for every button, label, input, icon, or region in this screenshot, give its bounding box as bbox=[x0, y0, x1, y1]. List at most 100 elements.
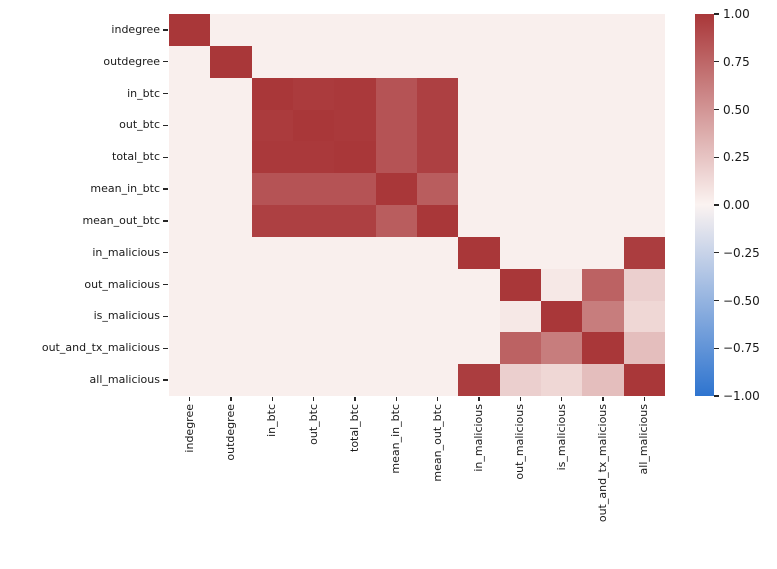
y-tick-label: out_btc bbox=[119, 118, 160, 132]
x-tick-label: out_btc bbox=[306, 404, 320, 445]
heatmap-cell bbox=[251, 236, 293, 269]
heatmap-cell bbox=[210, 332, 252, 365]
heatmap-cell bbox=[623, 45, 665, 78]
y-tick-label: total_btc bbox=[112, 150, 160, 164]
colorbar-tick-label: 0.00 bbox=[723, 198, 750, 212]
heatmap-cell bbox=[375, 300, 417, 333]
heatmap-cell bbox=[499, 332, 541, 365]
heatmap-cell bbox=[292, 173, 335, 205]
heatmap-cell bbox=[375, 268, 417, 301]
x-tick-label: out_and_tx_malicious bbox=[596, 404, 609, 523]
heatmap-cell bbox=[375, 77, 417, 110]
colorbar-tick-mark bbox=[714, 395, 719, 397]
heatmap-cell bbox=[540, 45, 583, 78]
heatmap-cell bbox=[210, 268, 252, 301]
heatmap-cell bbox=[375, 141, 417, 174]
heatmap-cell bbox=[623, 332, 665, 365]
heatmap-cell bbox=[292, 205, 335, 237]
heatmap-cell bbox=[210, 109, 252, 142]
y-tick-label: mean_in_btc bbox=[90, 182, 160, 196]
heatmap-cell bbox=[458, 173, 500, 205]
heatmap-cell bbox=[169, 77, 211, 110]
heatmap-cell bbox=[458, 205, 500, 237]
heatmap-cell bbox=[210, 14, 252, 46]
heatmap-cell bbox=[292, 109, 335, 142]
heatmap-cell bbox=[458, 364, 500, 396]
colorbar-gradient bbox=[695, 14, 714, 396]
y-tick-label: out_and_tx_malicious bbox=[41, 341, 160, 355]
heatmap-cell bbox=[334, 364, 376, 396]
heatmap-cell bbox=[416, 141, 459, 174]
y-tick-mark bbox=[163, 188, 168, 190]
y-tick-label: in_malicious bbox=[92, 245, 160, 259]
heatmap-cell bbox=[292, 300, 335, 333]
heatmap-cell bbox=[334, 268, 376, 301]
heatmap-cell bbox=[499, 205, 541, 237]
heatmap-cell bbox=[458, 268, 500, 301]
heatmap-cell bbox=[623, 205, 665, 237]
x-tick-label: is_malicious bbox=[554, 404, 568, 471]
heatmap-cell bbox=[623, 236, 665, 269]
heatmap-cell bbox=[292, 364, 335, 396]
x-tick-label: in_btc bbox=[265, 404, 279, 437]
heatmap-cell bbox=[375, 45, 417, 78]
heatmap-cell bbox=[416, 268, 459, 301]
heatmap-cell bbox=[458, 109, 500, 142]
heatmap-cell bbox=[334, 332, 376, 365]
colorbar-tick-label: 1.00 bbox=[723, 7, 750, 21]
heatmap-cell bbox=[540, 300, 583, 333]
heatmap-cell bbox=[458, 14, 500, 46]
heatmap-cell bbox=[210, 45, 252, 78]
heatmap-cell bbox=[169, 14, 211, 46]
heatmap-cell bbox=[210, 300, 252, 333]
heatmap-cell bbox=[416, 236, 459, 269]
heatmap-cell bbox=[582, 109, 624, 142]
x-tick-mark bbox=[602, 396, 604, 401]
heatmap-cell bbox=[458, 141, 500, 174]
heatmap-cell bbox=[169, 205, 211, 237]
heatmap-cell bbox=[623, 173, 665, 205]
heatmap-cell bbox=[540, 141, 583, 174]
colorbar-tick-label: 0.25 bbox=[723, 150, 750, 165]
heatmap-cell bbox=[623, 14, 665, 46]
heatmap-cell bbox=[582, 300, 624, 333]
heatmap-cell bbox=[210, 364, 252, 396]
heatmap-cell bbox=[251, 332, 293, 365]
x-tick-mark bbox=[313, 396, 315, 401]
y-tick-label: out_malicious bbox=[84, 277, 160, 291]
heatmap-cell bbox=[169, 364, 211, 396]
heatmap-cell bbox=[334, 77, 376, 110]
heatmap-cell bbox=[251, 364, 293, 396]
heatmap-cell bbox=[210, 205, 252, 237]
heatmap-cell bbox=[375, 173, 417, 205]
heatmap-cell bbox=[334, 236, 376, 269]
heatmap-cell bbox=[499, 45, 541, 78]
heatmap-cell bbox=[251, 173, 293, 205]
heatmap-cell bbox=[334, 45, 376, 78]
x-tick-mark bbox=[395, 396, 397, 401]
heatmap-cell bbox=[375, 205, 417, 237]
heatmap-cell bbox=[334, 173, 376, 205]
heatmap-cell bbox=[582, 77, 624, 110]
heatmap-cell bbox=[169, 173, 211, 205]
heatmap-cell bbox=[540, 364, 583, 396]
heatmap-cell bbox=[582, 268, 624, 301]
heatmap-cell bbox=[582, 205, 624, 237]
heatmap-cell bbox=[540, 77, 583, 110]
heatmap-cell bbox=[334, 14, 376, 46]
heatmap-cell bbox=[375, 364, 417, 396]
x-tick-label: mean_out_btc bbox=[430, 404, 444, 482]
x-tick-mark bbox=[189, 396, 191, 401]
colorbar-tick-mark bbox=[714, 204, 719, 206]
heatmap-cell bbox=[582, 141, 624, 174]
heatmap-cell bbox=[334, 141, 376, 174]
y-tick-label: in_btc bbox=[127, 86, 160, 100]
heatmap-cell bbox=[251, 300, 293, 333]
heatmap-cell bbox=[416, 205, 459, 237]
colorbar-tick-mark bbox=[714, 61, 719, 63]
heatmap-cell bbox=[210, 141, 252, 174]
heatmap-cell bbox=[292, 77, 335, 110]
heatmap-cell bbox=[251, 268, 293, 301]
y-tick-label: indegree bbox=[111, 22, 160, 36]
